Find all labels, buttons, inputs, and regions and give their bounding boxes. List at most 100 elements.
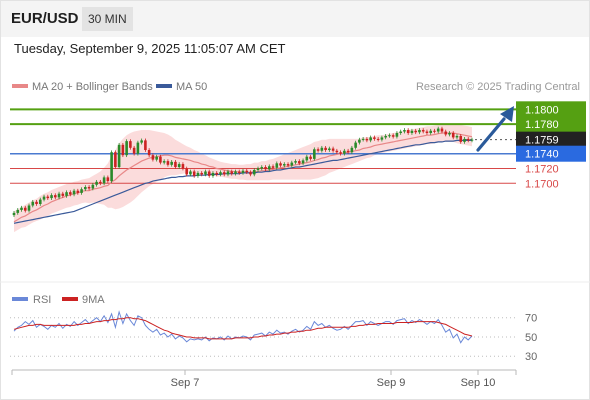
candle-body <box>436 128 440 132</box>
candle-body <box>294 161 297 163</box>
candle-body <box>279 163 282 166</box>
candle-body <box>159 156 162 163</box>
candle-body <box>275 163 279 168</box>
level-box-1.1800 <box>516 101 586 118</box>
rsi-legend: RSI 9MA <box>12 294 105 306</box>
candle-body <box>418 130 421 133</box>
candle-body <box>459 135 463 142</box>
candle-body <box>110 152 113 182</box>
candle-body <box>328 148 331 151</box>
candle-body <box>42 196 46 200</box>
candle-body <box>12 212 16 216</box>
legend: MA 20 + Bollinger Bands MA 50 Research ©… <box>12 81 580 93</box>
rsi-line <box>13 310 473 344</box>
ma20-legend-label: MA 20 + Bollinger Bands <box>32 81 153 93</box>
candle-body <box>421 130 425 132</box>
candle-body <box>155 156 158 160</box>
candle-body <box>395 132 399 137</box>
candle-body <box>20 207 23 210</box>
candle-body <box>301 160 305 164</box>
x-tick-label: Sep 9 <box>377 377 406 389</box>
candle-body <box>27 205 31 211</box>
candle-body <box>376 138 380 140</box>
candle-body <box>35 201 38 205</box>
candle-body <box>121 144 125 156</box>
candle-body <box>99 181 102 184</box>
candle-body <box>181 164 185 169</box>
candle-body <box>38 199 42 205</box>
candle-body <box>91 184 95 189</box>
level-box-1.1740 <box>516 145 586 162</box>
candle-body <box>114 152 117 168</box>
candle-body <box>388 135 391 137</box>
arrow-shaft <box>476 117 506 152</box>
candle-body <box>170 161 173 165</box>
candle-body <box>162 161 166 163</box>
candle-body <box>237 171 241 173</box>
candle-body <box>350 147 354 153</box>
candle-body <box>286 164 290 166</box>
level-labels: 1.1800 1.1780 1.1759 1.1740 1.1720 1.1700 <box>516 101 586 190</box>
candle-body <box>335 150 339 153</box>
candle-body <box>215 172 219 175</box>
candle-body <box>87 187 91 189</box>
candle-body <box>61 193 65 196</box>
candle-body <box>192 171 196 176</box>
candle-body <box>425 131 429 133</box>
candle-body <box>373 137 376 139</box>
candle-body <box>324 147 327 151</box>
candle-body <box>185 168 188 175</box>
level-label-1.1759: 1.1759 <box>525 135 559 147</box>
candle-body <box>16 209 20 213</box>
header-bar: EUR/USD 30 MIN <box>1 1 589 37</box>
candle-body <box>309 156 312 159</box>
candle-body <box>339 152 342 154</box>
candle-body <box>129 141 132 148</box>
candlesticks <box>12 126 474 217</box>
candle-body <box>117 144 121 168</box>
rsi-ma-line <box>13 317 473 340</box>
candle-body <box>211 172 215 176</box>
candle-body <box>313 149 316 159</box>
candle-body <box>196 172 200 176</box>
candle-body <box>264 167 267 170</box>
level-label-1.1780: 1.1780 <box>525 119 559 131</box>
candle-body <box>463 138 466 142</box>
candle-body <box>282 164 286 166</box>
rsi-ma-legend-label: 9MA <box>82 294 105 306</box>
candle-body <box>132 147 136 154</box>
candle-body <box>106 177 110 182</box>
timeframe-badge[interactable]: 30 MIN <box>82 7 133 31</box>
candle-body <box>245 170 249 173</box>
candle-body <box>46 196 50 199</box>
candle-body <box>403 130 406 132</box>
ma50-legend-label: MA 50 <box>176 81 207 93</box>
level-box-1.1780 <box>516 116 586 133</box>
candle-body <box>369 137 372 141</box>
candle-body <box>241 170 245 173</box>
candle-body <box>252 169 256 175</box>
level-box-1.1759 <box>516 131 586 148</box>
symbol-title: EUR/USD <box>11 10 79 27</box>
level-label-1.1720: 1.1720 <box>525 164 559 176</box>
candle-body <box>226 171 230 175</box>
candle-body <box>57 193 61 198</box>
candle-body <box>102 177 106 184</box>
candle-body <box>219 172 222 175</box>
trend-arrow <box>476 106 514 152</box>
rsi-tick-50: 50 <box>525 332 537 344</box>
credit-label: Research © 2025 Trading Central <box>416 81 580 93</box>
rsi-grid: 70 50 30 <box>10 313 537 363</box>
candle-body <box>365 138 369 141</box>
candle-body <box>80 189 83 193</box>
candle-body <box>204 171 207 175</box>
candle-body <box>399 131 402 133</box>
candle-body <box>361 138 365 140</box>
candle-body <box>429 130 433 133</box>
candle-body <box>234 171 237 174</box>
candle-body <box>305 156 309 161</box>
candle-body <box>470 139 474 141</box>
bollinger-bands <box>14 124 472 233</box>
bollinger-band-area <box>14 124 472 233</box>
